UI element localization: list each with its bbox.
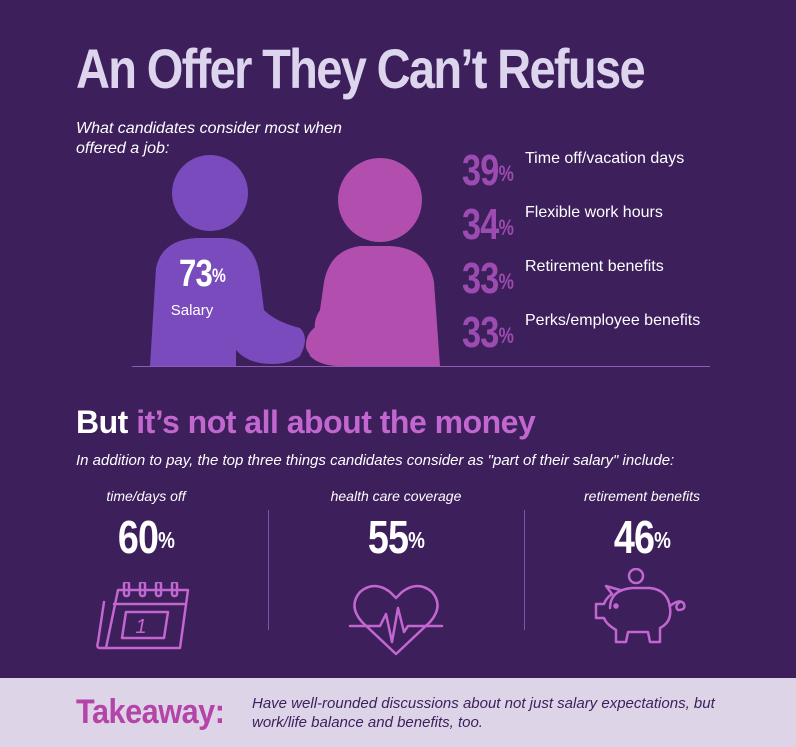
page-title: An Offer They Can’t Refuse (76, 37, 646, 100)
column-value: 60 (117, 511, 159, 563)
section-title-white: But (76, 404, 128, 440)
column-health-care: health care coverage 55% (276, 486, 516, 662)
column-retirement: retirement benefits 46% (522, 486, 762, 648)
stat-percent: 39% (462, 146, 514, 195)
left-person-head (172, 155, 248, 231)
takeaway-label: Takeaway: (76, 693, 225, 731)
column-percent: 60% (48, 512, 245, 562)
stat-unit: % (498, 215, 514, 241)
salary-value: 73 (178, 253, 213, 295)
column-label: retirement benefits (584, 488, 700, 504)
stat-label: Time off/vacation days (525, 150, 685, 167)
left-person-body (150, 238, 305, 366)
column-divider (268, 510, 269, 630)
column-label: time/days off (106, 488, 186, 504)
page-subtitle: What candidates consider most when offer… (76, 120, 342, 157)
piggy-bank-icon (594, 568, 686, 644)
salary-unit: % (211, 265, 226, 287)
stat-percent: 33% (462, 308, 514, 357)
right-person-head (338, 158, 422, 242)
column-percent: 46% (544, 512, 741, 562)
salary-percent: 73% (177, 252, 226, 296)
section-title-purple: it’s not all about the money (136, 404, 536, 440)
salary-label: Salary (170, 302, 214, 319)
right-person-arm (305, 300, 390, 363)
column-value: 46 (613, 511, 655, 563)
heart-pulse-icon (348, 584, 444, 656)
section-title: But it’s not all about the money (76, 402, 536, 442)
column-time-off: time/days off 60% 1 (26, 486, 266, 662)
stat-value: 33 (462, 254, 499, 303)
stat-unit: % (498, 269, 514, 295)
column-unit: % (158, 527, 175, 554)
stat-percent: 33% (462, 254, 514, 303)
stat-unit: % (498, 323, 514, 349)
section-subtitle: In addition to pay, the top three things… (76, 452, 675, 469)
column-unit: % (654, 527, 671, 554)
takeaway-bar (0, 678, 796, 747)
column-percent: 55% (298, 512, 495, 562)
takeaway-text: Have well-rounded discussions about not … (252, 695, 715, 731)
stat-value: 33 (462, 308, 499, 357)
handshake-illustration (150, 155, 440, 366)
calendar-day: 1 (135, 616, 146, 638)
stat-value: 34 (462, 200, 499, 249)
stat-percent: 34% (462, 200, 514, 249)
column-label: health care coverage (330, 488, 462, 504)
baseline-divider (132, 366, 710, 367)
column-divider (524, 510, 525, 630)
calendar-icon: 1 (96, 582, 190, 650)
stat-label: Retirement benefits (525, 258, 664, 275)
stat-label: Flexible work hours (525, 204, 663, 221)
stat-label: Perks/employee benefits (525, 312, 701, 329)
column-unit: % (408, 527, 425, 554)
stat-value: 39 (462, 146, 499, 195)
stat-unit: % (498, 161, 514, 187)
column-value: 55 (367, 511, 409, 563)
